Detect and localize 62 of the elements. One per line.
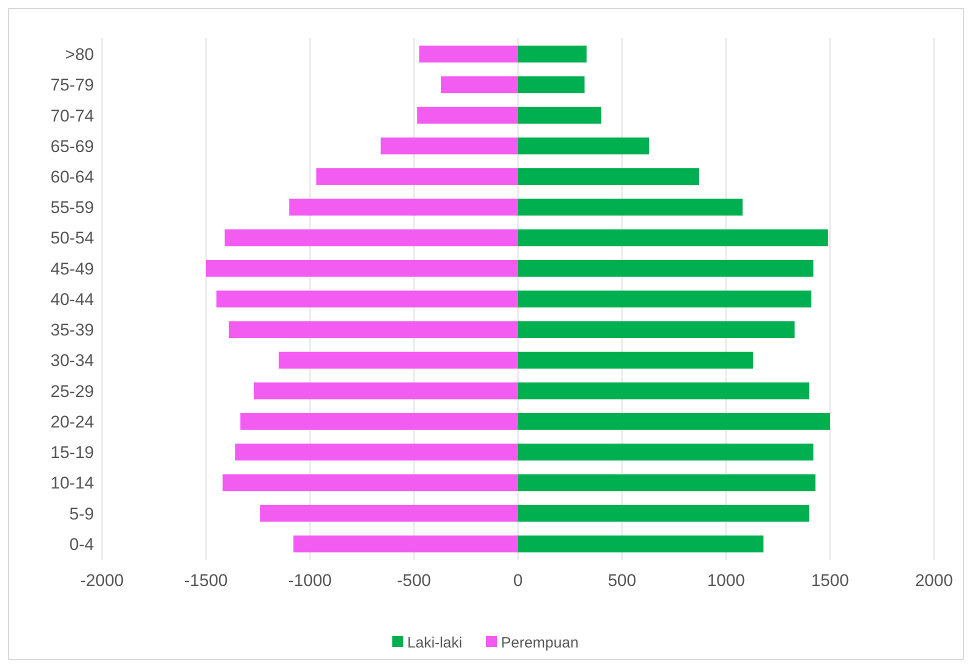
bar [419, 46, 518, 62]
y-tick-label: 65-69 [50, 136, 94, 156]
bar [254, 382, 518, 400]
y-tick-label: 5-9 [69, 504, 94, 524]
bar [518, 382, 810, 400]
bar [518, 444, 814, 460]
bar [224, 229, 518, 246]
y-tick-label: 60-64 [50, 167, 94, 186]
y-tick-label: 25-29 [50, 382, 94, 401]
bar [518, 260, 814, 277]
y-tick-label: 45-49 [50, 259, 94, 278]
bar [518, 321, 795, 338]
bar [380, 138, 518, 154]
y-tick-label: 0-4 [69, 534, 94, 554]
x-tick-label: -1000 [288, 571, 332, 590]
bar [289, 198, 518, 216]
y-tick-label: 30-34 [50, 351, 94, 370]
y-tick-label: 40-44 [50, 290, 94, 309]
bar [518, 138, 650, 154]
x-tick-label: -2000 [80, 571, 124, 590]
bar [518, 229, 828, 246]
legend-label: Perempuan [501, 634, 579, 652]
y-tick-label: 70-74 [50, 106, 94, 126]
y-tick-label: 20-24 [50, 412, 94, 432]
bar [518, 198, 743, 216]
bar [293, 536, 518, 552]
bar [235, 444, 518, 460]
y-tick-label: 50-54 [50, 228, 94, 248]
bar [518, 352, 754, 369]
bar [518, 106, 602, 124]
x-tick-label: 2000 [915, 571, 953, 590]
bar [518, 76, 585, 94]
x-tick-label: -500 [396, 571, 432, 590]
x-tick-label: 0 [513, 571, 523, 590]
bar [260, 504, 518, 522]
y-tick-label: >80 [65, 45, 94, 64]
y-tick-label: 15-19 [50, 443, 94, 462]
bar [518, 168, 699, 185]
bar [240, 413, 518, 430]
bar [316, 168, 518, 185]
bar [518, 413, 830, 430]
y-tick-label: 75-79 [50, 76, 94, 95]
bar [518, 536, 764, 552]
bar [206, 260, 518, 277]
bar [222, 474, 518, 492]
bar [216, 290, 518, 308]
bar [278, 352, 518, 369]
x-tick-label: 500 [608, 571, 636, 590]
bar [441, 76, 518, 94]
bar [417, 106, 518, 124]
y-tick-label: 55-59 [50, 198, 94, 218]
bar [228, 321, 518, 338]
bar [518, 46, 587, 62]
x-tick-label: 1000 [707, 571, 745, 590]
x-tick-label: 1500 [811, 571, 849, 590]
legend-label: Laki-laki [407, 634, 462, 652]
bar [518, 474, 816, 492]
y-tick-label: 10-14 [50, 474, 94, 493]
x-tick-label: -1500 [184, 571, 228, 590]
y-tick-label: 35-39 [50, 320, 94, 340]
bar [518, 504, 810, 522]
bar [518, 290, 812, 308]
